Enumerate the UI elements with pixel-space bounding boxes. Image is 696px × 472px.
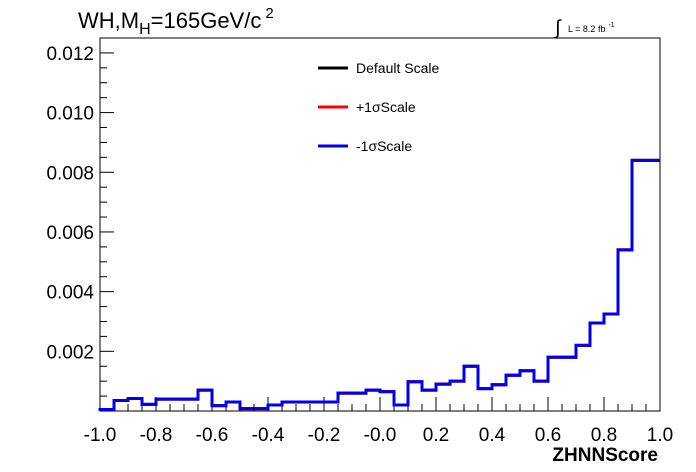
chart-title: WH,MH=165GeV/c 2 bbox=[78, 5, 274, 38]
x-tick-label: -0.0 bbox=[364, 425, 397, 446]
y-tick-label: 0.008 bbox=[46, 163, 94, 184]
lumi-text: L = 8.2 fb bbox=[568, 24, 605, 34]
series-default-scale bbox=[98, 158, 660, 412]
y-tick-label: 0.010 bbox=[46, 104, 94, 125]
title-rest: =165GeV/c bbox=[151, 8, 262, 33]
lumi-integral-sign: ∫ bbox=[554, 17, 562, 39]
series-plus1sigma-scale bbox=[98, 158, 660, 412]
x-tick-label: 0.2 bbox=[423, 425, 449, 446]
x-tick-label: 1.0 bbox=[647, 425, 673, 446]
lumi-superscript: -1 bbox=[608, 22, 614, 29]
y-tick-label: 0.004 bbox=[46, 283, 94, 304]
series-minus1sigma-scale bbox=[98, 158, 660, 412]
x-tick-label: -0.2 bbox=[308, 425, 341, 446]
legend-label-minus1sigma: -1σScale bbox=[356, 138, 412, 154]
y-tick-label: 0.012 bbox=[46, 44, 94, 65]
x-tick-label: -0.6 bbox=[196, 425, 229, 446]
x-axis-label: ZHNNScore bbox=[552, 445, 658, 466]
x-tick-label: -0.4 bbox=[252, 425, 285, 446]
title-main: WH,M bbox=[78, 8, 139, 33]
y-tick-label: 0.006 bbox=[46, 223, 94, 244]
legend: Default Scale +1σScale -1σScale bbox=[318, 60, 439, 154]
title-superscript: 2 bbox=[265, 5, 273, 22]
x-tick-label: 0.4 bbox=[479, 425, 506, 446]
x-tick-label: -0.8 bbox=[140, 425, 173, 446]
x-tick-label: 0.6 bbox=[535, 425, 561, 446]
x-axis: -1.0 -0.8 -0.6 -0.4 -0.2 -0.0 0.2 0.4 0.6 0.8 1.0 bbox=[84, 397, 673, 446]
legend-label-default: Default Scale bbox=[356, 60, 439, 76]
series-layer bbox=[98, 158, 660, 412]
y-tick-label: 0.002 bbox=[46, 342, 94, 363]
x-tick-label: -1.0 bbox=[84, 425, 117, 446]
legend-label-plus1sigma: +1σScale bbox=[356, 99, 416, 115]
title-subscript: H bbox=[139, 21, 151, 38]
lumi-label: L = 8.2 fb -1 bbox=[568, 22, 615, 34]
x-tick-label: 0.8 bbox=[591, 425, 617, 446]
y-axis: 0.002 0.004 0.006 0.008 0.010 0.012 bbox=[46, 37, 114, 412]
